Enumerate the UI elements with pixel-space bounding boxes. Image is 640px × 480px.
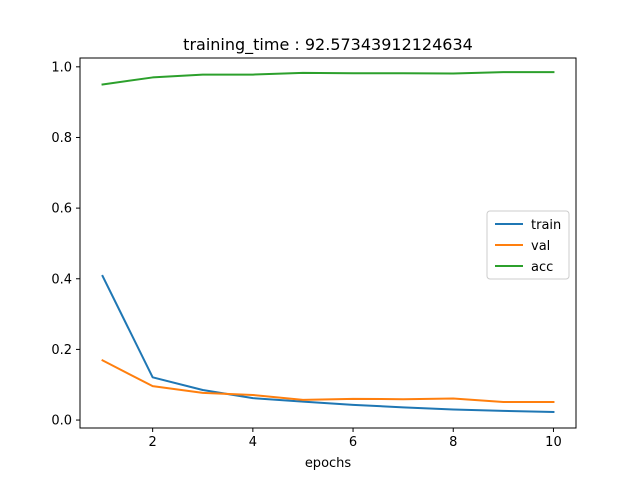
legend-label-train: train [531, 218, 561, 233]
y-tick-label: 0.4 [51, 272, 72, 287]
plot-area: 2 4 6 8 10 0.0 0.2 0.4 0.6 0.8 1.0 [51, 57, 577, 450]
x-tick-label: 2 [149, 435, 157, 450]
y-tick-label: 0.0 [51, 414, 72, 429]
legend: train val acc [486, 210, 570, 280]
x-tick-label: 8 [449, 435, 457, 450]
x-tick-label: 6 [349, 435, 357, 450]
y-tick-label: 1.0 [51, 60, 72, 75]
series-line-train [101, 274, 555, 413]
x-tick-label: 4 [249, 435, 257, 450]
chart-title: training_time : 92.57343912124634 [183, 35, 473, 55]
series-line-val [101, 359, 555, 404]
y-tick-label: 0.6 [51, 202, 72, 217]
legend-label-acc: acc [531, 260, 553, 275]
x-axis-title: epochs [305, 456, 352, 471]
series-line-acc [101, 71, 555, 86]
legend-label-val: val [531, 239, 550, 254]
y-tick-label: 0.8 [51, 131, 72, 146]
x-tick-label: 10 [545, 435, 562, 450]
y-tick-label: 0.2 [51, 343, 72, 358]
axes-frame [79, 57, 577, 429]
legend-box [486, 210, 570, 280]
